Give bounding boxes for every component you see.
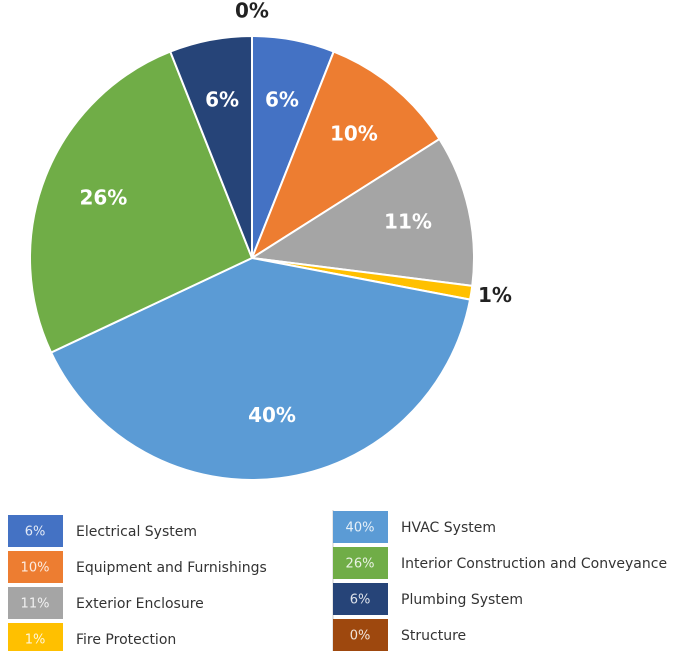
pie-slice bbox=[249, 137, 475, 287]
legend-value: 26% bbox=[346, 557, 375, 572]
legend-value: 0% bbox=[350, 629, 371, 644]
legend-label: Exterior Enclosure bbox=[76, 596, 204, 612]
data-label: 26% bbox=[79, 186, 127, 210]
legend-swatch bbox=[8, 551, 63, 583]
legend-value: 40% bbox=[346, 521, 375, 536]
legend-value: 10% bbox=[21, 561, 50, 576]
legend-label: Equipment and Furnishings bbox=[76, 560, 267, 576]
legend-value: 11% bbox=[21, 597, 50, 612]
legend-label: Fire Protection bbox=[76, 632, 176, 648]
legend-swatch bbox=[8, 515, 63, 547]
pie-slice bbox=[29, 50, 254, 354]
data-label: 1% bbox=[478, 283, 512, 307]
legend-swatch bbox=[333, 583, 388, 615]
legend-swatch bbox=[8, 587, 63, 619]
legend-label: Interior Construction and Conveyance bbox=[401, 556, 667, 572]
data-label: 10% bbox=[330, 121, 378, 145]
data-label: 11% bbox=[384, 210, 432, 234]
legend-label: Electrical System bbox=[76, 524, 197, 540]
legend-swatch bbox=[333, 619, 388, 651]
legend-label: Plumbing System bbox=[401, 592, 523, 608]
legend-label: Structure bbox=[401, 628, 466, 644]
pie-slice bbox=[249, 50, 441, 261]
data-label: 0% bbox=[235, 0, 269, 23]
legend-swatch bbox=[333, 511, 388, 543]
legend-value: 6% bbox=[25, 525, 46, 540]
legend-value: 1% bbox=[25, 633, 46, 648]
legend-value: 6% bbox=[350, 593, 371, 608]
legend-swatch bbox=[333, 547, 388, 579]
data-label: 40% bbox=[248, 403, 296, 427]
data-label: 6% bbox=[205, 87, 239, 111]
legend-label: HVAC System bbox=[401, 520, 496, 536]
legend-swatch bbox=[8, 623, 63, 651]
pie-slice bbox=[49, 256, 472, 481]
data-label: 6% bbox=[265, 87, 299, 111]
